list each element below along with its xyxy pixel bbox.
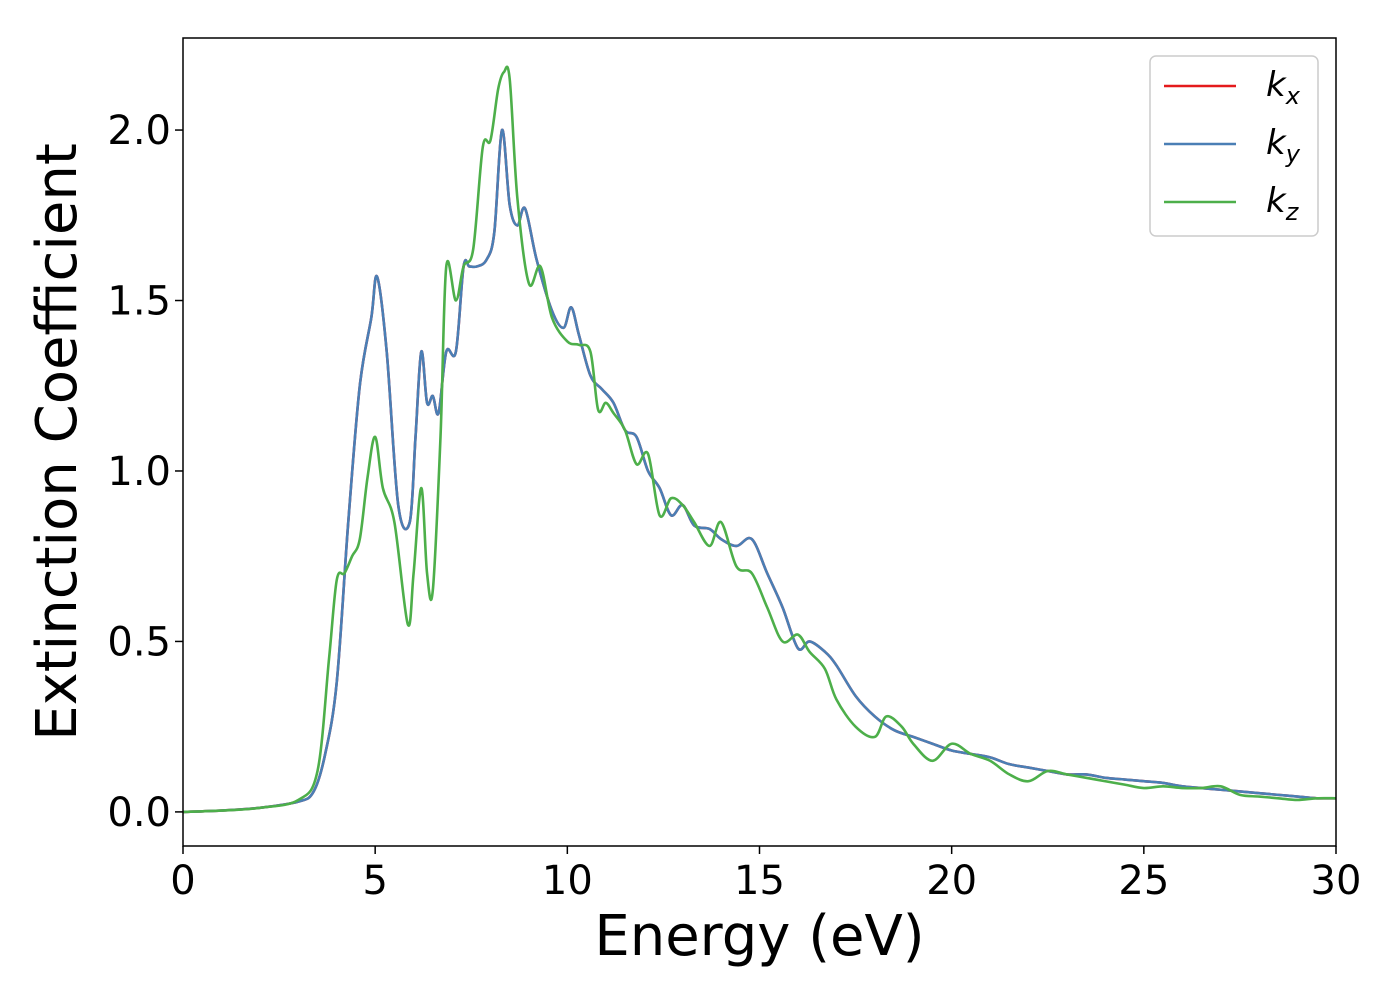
x-axis-ticks: 0 5 10 15 20 25 30	[170, 846, 1361, 904]
x-tick-label: 5	[362, 858, 387, 904]
y-tick-label: 0.0	[107, 790, 171, 836]
series-group	[183, 65, 1336, 814]
y-axis-title: Extinction Coefficient	[25, 143, 90, 741]
x-tick-label: 0	[170, 858, 195, 904]
legend-box	[1149, 55, 1319, 237]
y-tick-label: 1.0	[107, 449, 171, 495]
x-axis-title: Energy (eV)	[594, 904, 924, 969]
legend-label-y: ky	[1266, 123, 1301, 168]
y-axis-ticks: 0.0 0.5 1.0 1.5 2.0	[107, 108, 183, 836]
x-tick-label: 15	[734, 858, 785, 904]
x-tick-label: 10	[542, 858, 593, 904]
y-tick-label: 1.5	[107, 279, 171, 325]
series-line-z	[183, 65, 1336, 814]
y-tick-label: 2.0	[107, 108, 171, 154]
x-tick-label: 25	[1118, 858, 1169, 904]
y-tick-label: 0.5	[107, 619, 171, 665]
x-tick-label: 20	[926, 858, 977, 904]
x-tick-label: 30	[1311, 858, 1362, 904]
legend-label-x: kx	[1266, 65, 1301, 110]
